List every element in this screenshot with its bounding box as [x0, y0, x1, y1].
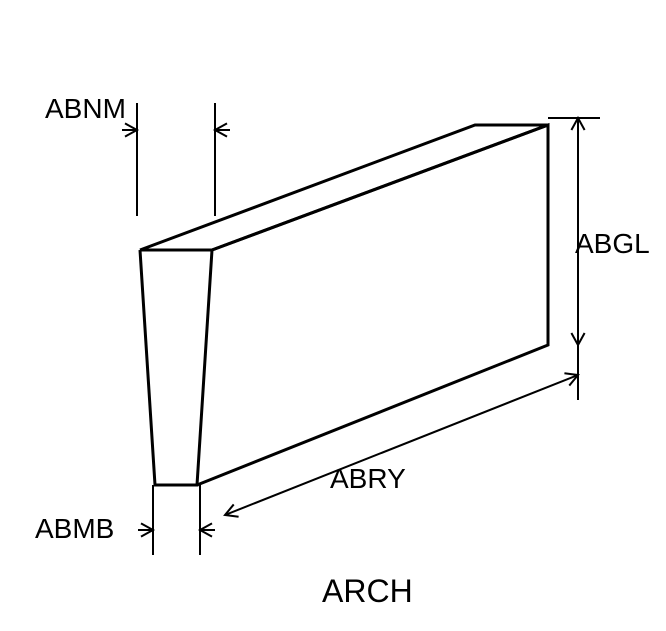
brick-top-face [140, 125, 548, 250]
abnm-label: ABNM [45, 93, 126, 124]
abmb-label: ABMB [35, 513, 114, 544]
brick-right-face [197, 125, 548, 485]
abry-line [225, 375, 578, 515]
title-label: ARCH [322, 573, 413, 609]
brick-front-face [140, 250, 212, 485]
abgl-label: ABGL [575, 228, 650, 259]
abry-label: ABRY [330, 463, 406, 494]
